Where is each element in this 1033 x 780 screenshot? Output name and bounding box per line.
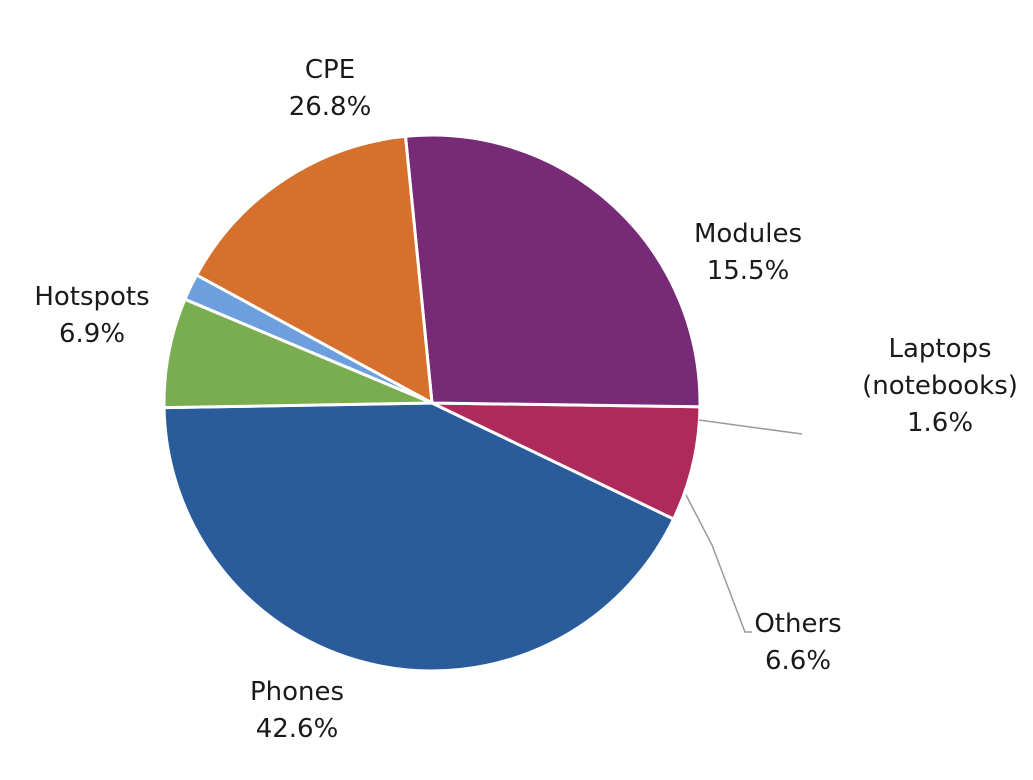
slice-label-others: Others 6.6% [754,609,841,676]
slice-label-phones: Phones 42.6% [250,677,344,744]
pie-slice-others [162,297,434,410]
slice-label-cpe: CPE 26.8% [289,55,372,122]
pie-slice-phones [162,401,676,673]
slice-label-laptops: Laptops (notebooks) 1.6% [862,334,1018,438]
pie-slice-cpe [403,133,702,409]
leader-line-laptops [698,419,803,435]
pie-slice-modules [195,134,434,405]
slice-label-modules: Modules 15.5% [694,219,802,286]
pie-slices [162,133,702,673]
slice-labels: Phones 42.6% Hotspots 6.9% CPE 26.8% Modules 15… [34,55,1018,744]
slice-label-hotspots: Hotspots 6.9% [34,282,149,349]
leader-line-others [685,494,752,633]
leader-lines [685,419,803,633]
pie-slice-hotspots [430,401,702,521]
